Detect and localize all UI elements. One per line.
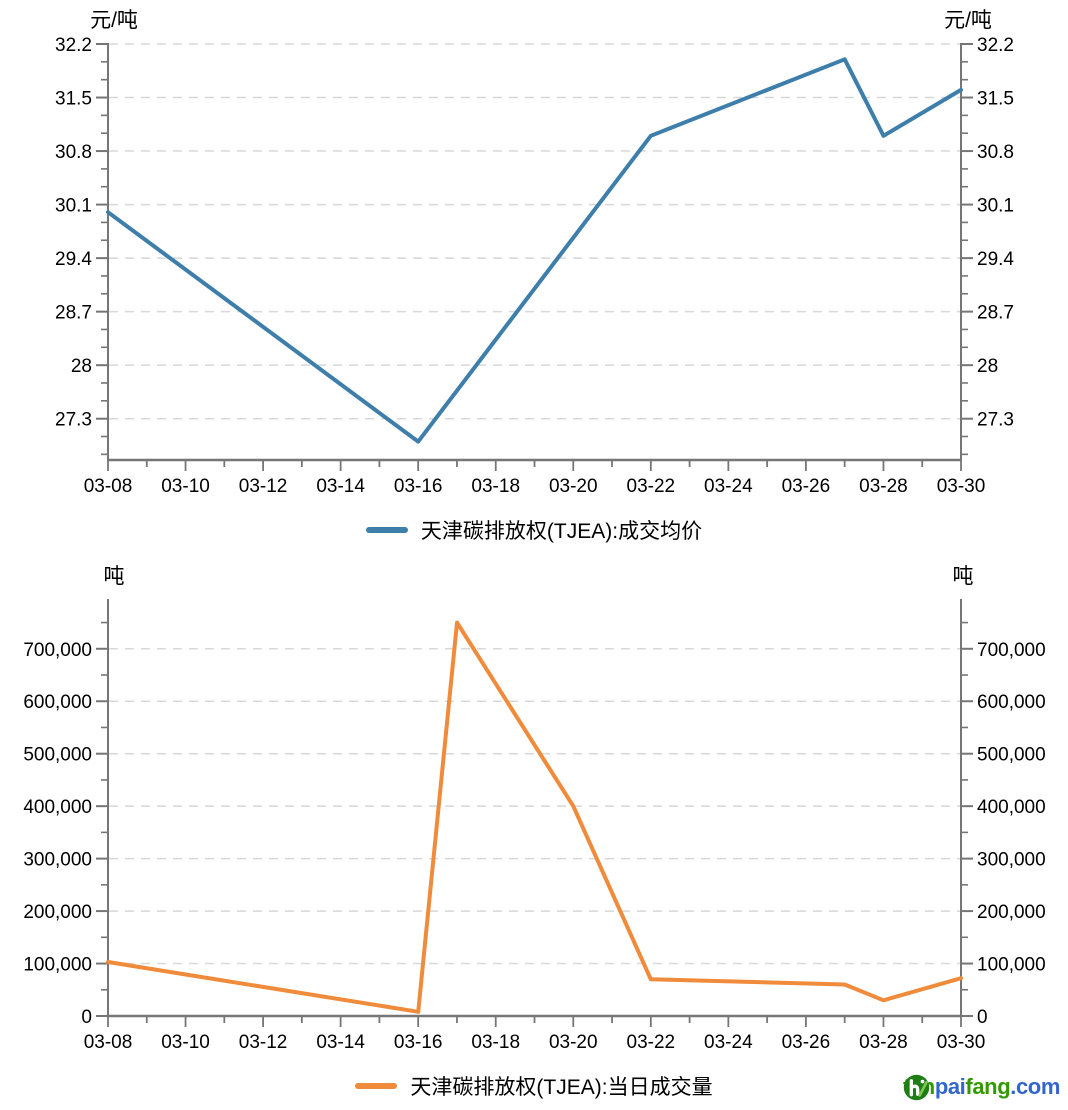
price-chart: 元/吨 元/吨 32.2 32.2 31.5 31.5 30.8 30.8 30.1 30.1… xyxy=(55,9,1014,497)
y-tick-label-left: 300,000 xyxy=(23,850,92,871)
price-legend-swatch xyxy=(365,527,408,533)
x-tick-label: 03-12 xyxy=(239,476,288,497)
y-tick-label-left: 30.8 xyxy=(55,142,92,163)
y-tick-label-left: 600,000 xyxy=(23,692,92,713)
x-tick-label: 03-26 xyxy=(782,1032,831,1053)
y-tick-label-left: 500,000 xyxy=(23,745,92,766)
y-tick-label-left: 400,000 xyxy=(23,797,92,818)
y-tick-label-left: 28 xyxy=(71,356,92,377)
y-tick-label-right: 30.1 xyxy=(977,196,1014,217)
logo-segment-fang: fang xyxy=(965,1074,1011,1099)
y-tick-label-left: 29.4 xyxy=(55,249,92,270)
y-tick-label-right: 27.3 xyxy=(977,410,1014,431)
y-tick-label-left: 200,000 xyxy=(23,902,92,923)
y-tick-label-right: 28 xyxy=(977,356,998,377)
y-tick-label-left: 0 xyxy=(81,1007,92,1028)
y-tick-label-left: 100,000 xyxy=(23,955,92,976)
logo-segment-com: .com xyxy=(1010,1074,1060,1099)
tanpaifang-watermark[interactable]: tanpaifang.com xyxy=(903,1074,1060,1100)
price-y-unit-right: 元/吨 xyxy=(944,9,992,32)
y-tick-label-right: 500,000 xyxy=(977,745,1046,766)
x-tick-label: 03-24 xyxy=(704,1032,753,1053)
x-tick-label: 03-22 xyxy=(627,1032,676,1053)
y-tick-label-right: 400,000 xyxy=(977,797,1046,818)
x-tick-label: 03-22 xyxy=(627,476,676,497)
y-tick-label-right: 28.7 xyxy=(977,303,1014,324)
y-tick-label-right: 200,000 xyxy=(977,902,1046,923)
x-tick-label: 03-24 xyxy=(704,476,753,497)
y-tick-label-right: 29.4 xyxy=(977,249,1014,270)
y-tick-label-right: 600,000 xyxy=(977,692,1046,713)
y-tick-label-left: 30.1 xyxy=(55,196,92,217)
x-tick-label: 03-26 xyxy=(782,476,831,497)
series-line xyxy=(106,620,963,1014)
y-tick-label-right: 300,000 xyxy=(977,850,1046,871)
price-legend-label: 天津碳排放权(TJEA):成交均价 xyxy=(420,520,703,543)
y-tick-label-right: 31.5 xyxy=(977,89,1014,110)
y-tick-label-left: 31.5 xyxy=(55,89,92,110)
volume-legend-swatch xyxy=(355,1083,398,1089)
x-tick-label: 03-20 xyxy=(549,1032,598,1053)
y-tick-label-left: 27.3 xyxy=(55,410,92,431)
price-y-unit-left: 元/吨 xyxy=(90,9,138,32)
x-tick-label: 03-08 xyxy=(84,1032,133,1053)
x-tick-label: 03-28 xyxy=(859,476,908,497)
x-tick-label: 03-20 xyxy=(549,476,598,497)
y-tick-label-right: 700,000 xyxy=(977,640,1046,661)
price-legend: 天津碳排放权(TJEA):成交均价 xyxy=(0,507,1068,553)
y-tick-label-left: 28.7 xyxy=(55,303,92,324)
x-tick-label: 03-30 xyxy=(937,1032,986,1053)
logo-segment-pai: pai xyxy=(934,1074,966,1099)
volume-y-unit-right: 吨 xyxy=(953,565,974,588)
y-tick-label-left: 32.2 xyxy=(55,35,92,56)
x-tick-label: 03-18 xyxy=(471,1032,520,1053)
x-tick-label: 03-14 xyxy=(316,476,365,497)
y-tick-label-right: 100,000 xyxy=(977,955,1046,976)
x-tick-label: 03-14 xyxy=(316,1032,365,1053)
volume-y-unit-left: 吨 xyxy=(104,565,125,588)
x-tick-label: 03-16 xyxy=(394,1032,443,1053)
y-tick-label-right: 30.8 xyxy=(977,142,1014,163)
x-tick-label: 03-10 xyxy=(161,1032,210,1053)
x-tick-label: 03-16 xyxy=(394,476,443,497)
y-tick-label-right: 32.2 xyxy=(977,35,1014,56)
series-line xyxy=(106,57,963,444)
volume-legend: 天津碳排放权(TJEA):当日成交量 xyxy=(0,1063,1068,1109)
x-tick-label: 03-28 xyxy=(859,1032,908,1053)
x-tick-label: 03-12 xyxy=(239,1032,288,1053)
y-tick-label-right: 0 xyxy=(977,1007,988,1028)
y-tick-label-left: 700,000 xyxy=(23,640,92,661)
tanpaifang-logo-icon xyxy=(903,1074,930,1100)
x-tick-label: 03-08 xyxy=(84,476,133,497)
x-tick-label: 03-18 xyxy=(471,476,520,497)
x-tick-label: 03-30 xyxy=(937,476,986,497)
x-tick-label: 03-10 xyxy=(161,476,210,497)
volume-chart: 吨 吨 700,000 700,000 600,000 600,000 500,000 5… xyxy=(23,565,1046,1053)
volume-legend-label: 天津碳排放权(TJEA):当日成交量 xyxy=(410,1076,713,1099)
